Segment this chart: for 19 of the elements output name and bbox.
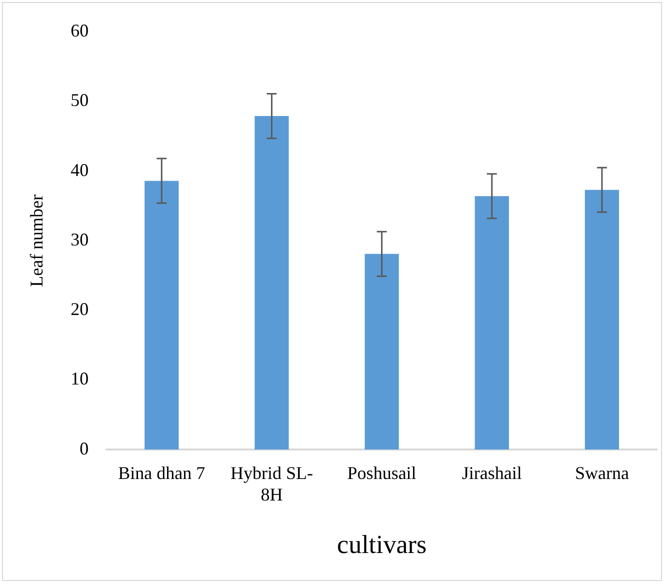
y-axis-title: Leaf number: [26, 194, 47, 287]
bar: [474, 196, 509, 450]
y-tick-label: 40: [70, 160, 89, 180]
bar: [364, 254, 399, 450]
y-tick-label: 20: [70, 299, 89, 320]
bar: [584, 190, 620, 450]
x-tick-label: Bina dhan 7: [118, 463, 206, 484]
y-tick-label: 0: [80, 438, 89, 458]
x-tick-label: Poshusail: [347, 463, 416, 484]
y-tick-label: 50: [70, 90, 89, 110]
x-tick-label: Hybrid SL-8H: [230, 463, 313, 505]
x-tick-label: Swarna: [574, 463, 629, 484]
x-tick-label: Jirashail: [462, 463, 522, 484]
bar: [254, 116, 289, 450]
y-tick-label: 30: [70, 229, 89, 250]
bar: [144, 180, 179, 450]
y-tick-label: 60: [70, 20, 89, 41]
x-axis-title: cultivars: [337, 530, 427, 560]
y-tick-label: 10: [70, 368, 89, 389]
